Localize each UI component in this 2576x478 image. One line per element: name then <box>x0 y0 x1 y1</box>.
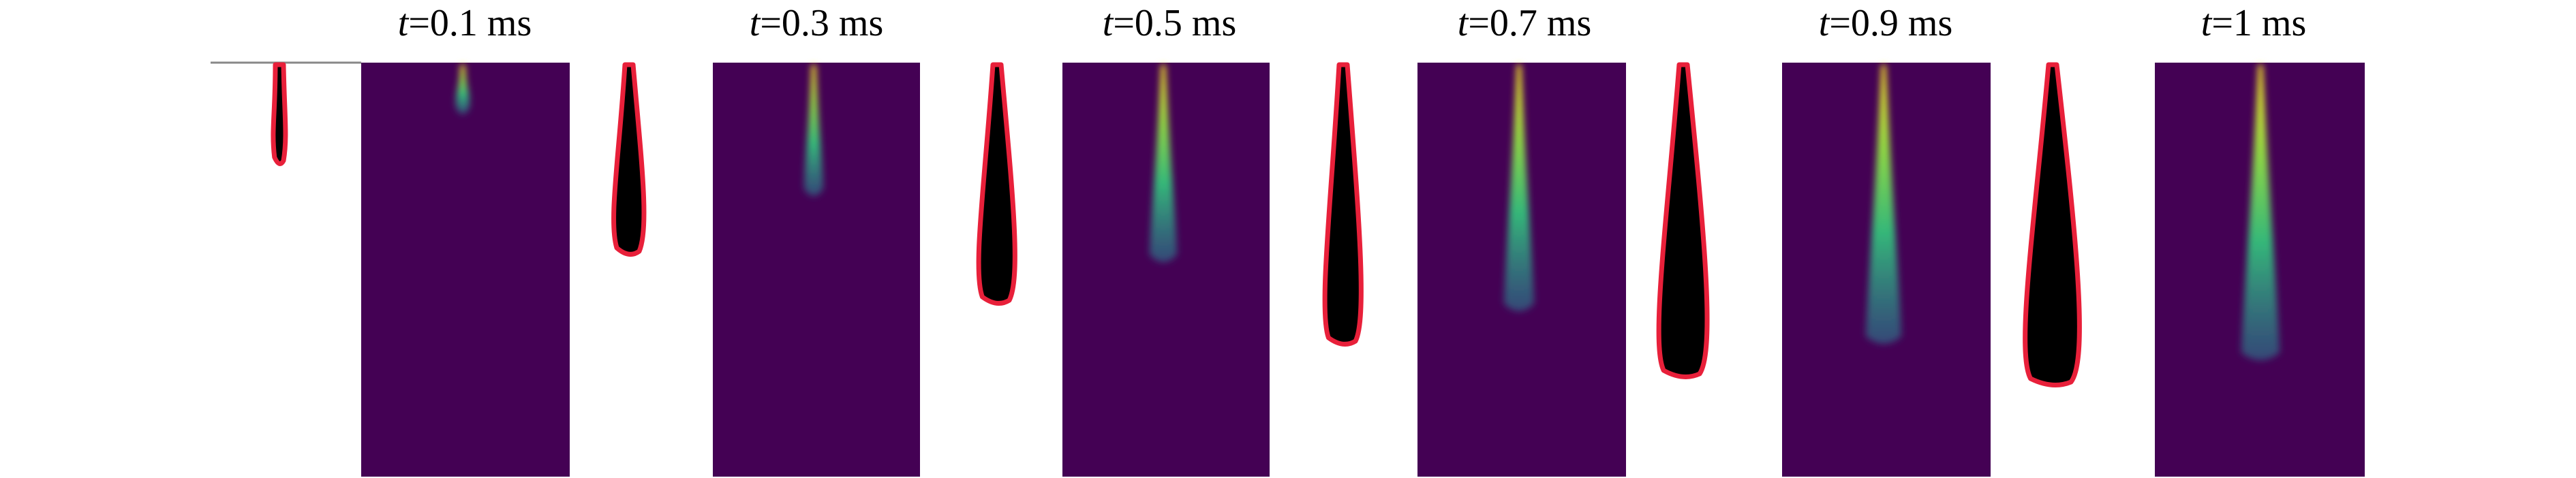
simulated-plume <box>2241 65 2280 360</box>
time-label: t=1 ms <box>2201 2 2307 44</box>
simulated-plume <box>1150 65 1177 262</box>
time-value: =0.7 ms <box>1468 2 1591 44</box>
time-symbol: t <box>750 2 761 44</box>
time-symbol: t <box>2201 2 2213 44</box>
spray-outline <box>271 62 288 166</box>
time-value: =0.1 ms <box>408 2 532 44</box>
simulated-plume <box>1866 65 1901 344</box>
time-symbol: t <box>1458 2 1469 44</box>
spray-outline <box>611 62 647 257</box>
spray-outline <box>2023 62 2082 387</box>
simulation-panel <box>361 63 570 477</box>
spray-outline <box>976 62 1017 306</box>
spray-outline <box>1322 62 1364 347</box>
time-label: t=0.3 ms <box>750 2 884 44</box>
time-label: t=0.5 ms <box>1103 2 1237 44</box>
simulated-plume <box>456 65 470 114</box>
time-label: t=0.9 ms <box>1819 2 1953 44</box>
time-value: =0.5 ms <box>1113 2 1236 44</box>
time-value: =1 ms <box>2211 2 2306 44</box>
time-symbol: t <box>1819 2 1830 44</box>
time-label: t=0.7 ms <box>1458 2 1592 44</box>
time-label: t=0.1 ms <box>398 2 532 44</box>
time-symbol: t <box>1103 2 1114 44</box>
time-value: =0.9 ms <box>1829 2 1952 44</box>
time-value: =0.3 ms <box>760 2 883 44</box>
time-symbol: t <box>398 2 410 44</box>
simulated-plume <box>1504 65 1534 311</box>
simulated-plume <box>804 65 823 196</box>
panels <box>271 62 2365 477</box>
spray-outline <box>1656 62 1710 379</box>
